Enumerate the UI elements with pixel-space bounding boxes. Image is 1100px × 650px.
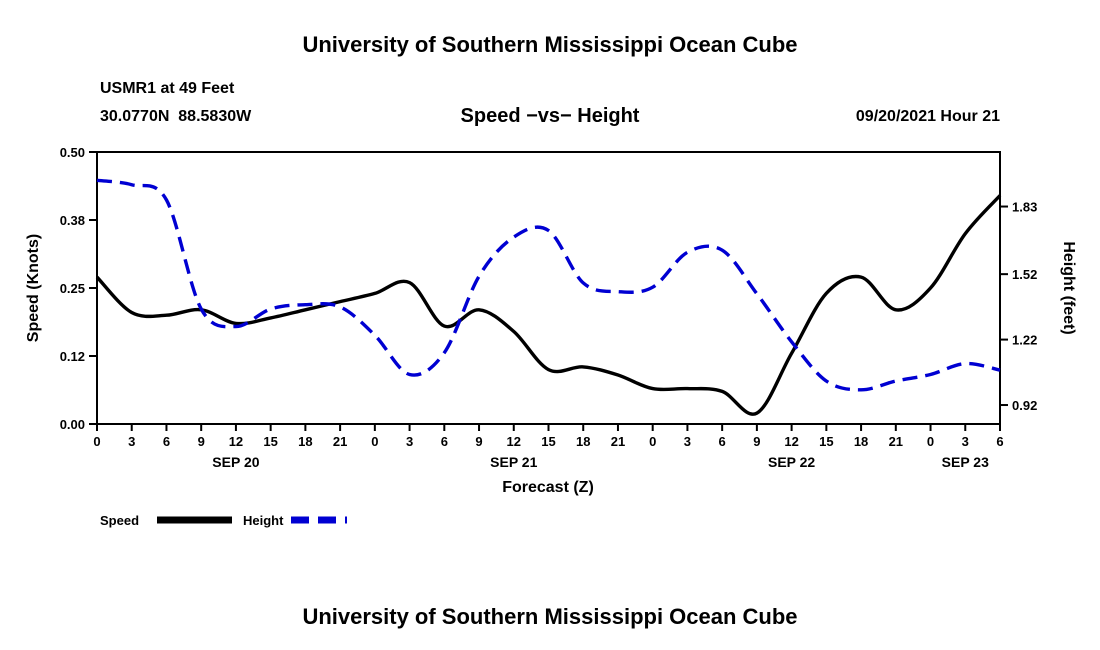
- left-axis-title: Speed (Knots): [25, 234, 42, 342]
- x-tick-label: 0: [371, 434, 378, 449]
- x-axis-title: Forecast (Z): [502, 479, 594, 496]
- page-title-top: University of Southern Mississippi Ocean…: [302, 32, 797, 57]
- x-tick-label: 15: [263, 434, 277, 449]
- x-tick-label: 18: [298, 434, 312, 449]
- x-tick-label: 3: [128, 434, 135, 449]
- x-tick-label: 18: [576, 434, 590, 449]
- x-tick-label: 9: [475, 434, 482, 449]
- x-day-label: SEP 20: [212, 454, 259, 470]
- x-tick-label: 3: [684, 434, 691, 449]
- x-tick-label: 6: [163, 434, 170, 449]
- x-tick-label: 12: [784, 434, 798, 449]
- station-coordinates-label: 30.0770N 88.5830W: [100, 108, 252, 125]
- legend-label-height: Height: [243, 513, 284, 528]
- x-tick-label: 21: [889, 434, 903, 449]
- right-tick-label: 1.83: [1012, 200, 1037, 215]
- right-tick-label: 1.22: [1012, 333, 1037, 348]
- page-title-bottom: University of Southern Mississippi Ocean…: [302, 604, 797, 629]
- left-tick-label: 0.12: [60, 349, 85, 364]
- right-tick-label: 1.52: [1012, 267, 1037, 282]
- x-tick-label: 21: [333, 434, 347, 449]
- x-tick-label: 18: [854, 434, 868, 449]
- x-tick-label: 0: [927, 434, 934, 449]
- x-tick-label: 12: [229, 434, 243, 449]
- chart-datetime-label: 09/20/2021 Hour 21: [856, 108, 1000, 125]
- x-tick-label: 6: [441, 434, 448, 449]
- legend-label-speed: Speed: [100, 513, 139, 528]
- x-day-label: SEP 22: [768, 454, 815, 470]
- left-tick-label: 0.38: [60, 213, 85, 228]
- x-tick-label: 3: [962, 434, 969, 449]
- left-tick-label: 0.25: [60, 281, 85, 296]
- chart-title: Speed −vs− Height: [461, 105, 640, 127]
- height-line: [96, 178, 1001, 392]
- right-axis-title: Height (feet): [1060, 241, 1077, 334]
- right-tick-label: 0.92: [1012, 398, 1037, 413]
- plot-frame: [96, 151, 1001, 425]
- x-day-label: SEP 23: [942, 454, 989, 470]
- x-tick-label: 0: [649, 434, 656, 449]
- x-tick-label: 12: [507, 434, 521, 449]
- left-tick-label: 0.00: [60, 417, 85, 432]
- x-tick-label: 6: [996, 434, 1003, 449]
- x-tick-label: 0: [93, 434, 100, 449]
- chart-legend: Speed Height: [100, 513, 347, 528]
- x-tick-label: 6: [719, 434, 726, 449]
- speed-line: [95, 194, 1002, 416]
- left-tick-label: 0.50: [60, 145, 85, 160]
- x-tick-label: 3: [406, 434, 413, 449]
- station-id-label: USMR1 at 49 Feet: [100, 80, 235, 97]
- x-tick-label: 9: [198, 434, 205, 449]
- x-tick-label: 15: [819, 434, 833, 449]
- x-tick-label: 15: [541, 434, 555, 449]
- x-tick-label: 9: [753, 434, 760, 449]
- x-tick-label: 21: [611, 434, 625, 449]
- x-day-label: SEP 21: [490, 454, 537, 470]
- plot-area: 0 3 6 9 12 15 18 21 0 3 6 9 12 15 18 21 0 3 6 9 12 15 18 21 0 3 6S…: [60, 145, 1038, 470]
